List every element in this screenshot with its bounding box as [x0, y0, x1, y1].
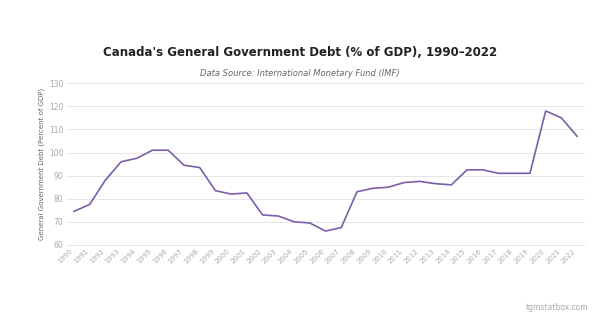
- Text: STAT: STAT: [29, 15, 62, 28]
- Text: Canada's General Government Debt (% of GDP), 1990–2022: Canada's General Government Debt (% of G…: [103, 46, 497, 58]
- Text: Data Source: International Monetary Fund (IMF): Data Source: International Monetary Fund…: [200, 69, 400, 78]
- Y-axis label: General Government Debt (Percent of GDP): General Government Debt (Percent of GDP): [38, 88, 44, 240]
- Text: tgmstatbox.com: tgmstatbox.com: [526, 303, 588, 312]
- Text: BOX: BOX: [59, 15, 82, 28]
- Text: ◆: ◆: [7, 14, 18, 28]
